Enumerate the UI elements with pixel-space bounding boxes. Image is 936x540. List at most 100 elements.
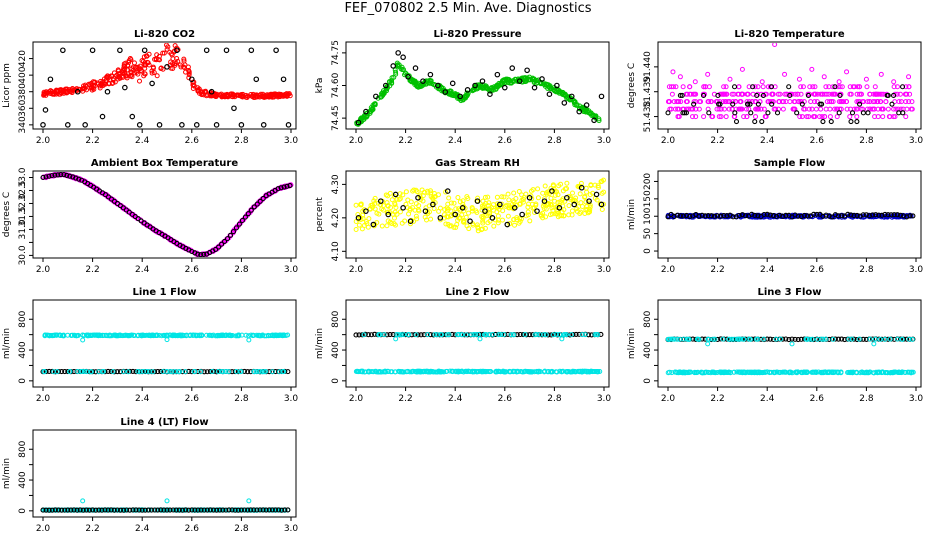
data-point [730, 101, 736, 107]
data-point [195, 507, 201, 513]
data-point [230, 229, 237, 235]
data-point [412, 65, 419, 71]
data-point [536, 368, 542, 374]
y-tick-label: 51.438 [643, 101, 653, 133]
data-point [486, 200, 492, 206]
data-point [549, 211, 555, 217]
data-point [149, 70, 155, 76]
data-point [125, 369, 131, 375]
data-point [238, 507, 244, 513]
data-point [741, 114, 747, 120]
y-tick-label: 400 [18, 66, 28, 83]
x-tick-label: 2.2 [398, 394, 412, 404]
data-point [600, 177, 606, 183]
data-point [182, 369, 188, 375]
data-point [175, 369, 181, 375]
data-point [574, 208, 580, 214]
data-point [511, 205, 518, 211]
data-point [89, 85, 95, 91]
y-tick-label: 32.0 [18, 193, 28, 213]
data-point [765, 110, 771, 116]
data-point [773, 106, 779, 112]
data-point [217, 507, 223, 513]
y-tick-label: 150 [643, 190, 653, 207]
panel-rh: Gas Stream RH percent 2.0 2.2 2.4 2.6 2.8 3.0 4.… [315, 158, 611, 275]
data-point [167, 507, 173, 513]
data-point [49, 507, 55, 513]
data-point [665, 110, 671, 116]
data-point [570, 368, 576, 374]
data-point [854, 99, 860, 105]
data-point [80, 337, 86, 343]
data-point [767, 212, 773, 218]
panel-line3: Line 3 Flow ml/min 2.0 2.2 2.4 2.6 2.8 3.0 0 400 8… [627, 287, 923, 404]
data-point [677, 74, 683, 80]
data-point [74, 88, 81, 95]
data-point [878, 99, 884, 105]
data-point [379, 223, 385, 229]
data-point [455, 368, 461, 374]
data-point [204, 507, 210, 513]
x-tick-label: 2.2 [85, 136, 99, 146]
data-point [830, 336, 836, 342]
data-point [809, 336, 815, 342]
data-point [877, 336, 883, 342]
data-point [369, 202, 375, 208]
panel-line1: Line 1 Flow ml/min 2.0 2.2 2.4 2.6 2.8 3.0 0 400 8… [2, 287, 298, 404]
data-point [729, 106, 735, 112]
data-point [854, 336, 860, 343]
data-point [837, 92, 843, 98]
x-tick-label: 2.4 [448, 265, 463, 275]
data-point [155, 507, 161, 513]
data-point [770, 212, 776, 219]
data-point [239, 217, 245, 224]
data-point [742, 336, 749, 342]
data-point [882, 336, 888, 342]
data-point [828, 118, 834, 125]
data-layer [353, 177, 607, 234]
data-point [590, 369, 596, 375]
data-point [395, 50, 401, 56]
data-point [384, 332, 390, 338]
data-point [513, 195, 519, 201]
y-tick-label: 50 [643, 228, 653, 240]
data-point [161, 507, 167, 513]
data-point [434, 332, 440, 338]
panel-title: Line 4 (LT) Flow [120, 417, 208, 428]
data-point [870, 212, 876, 218]
data-point [104, 88, 111, 95]
data-point [360, 212, 366, 218]
data-point [517, 215, 523, 221]
data-point [414, 84, 420, 90]
data-point [111, 332, 117, 338]
data-point [400, 205, 406, 211]
data-point [732, 110, 738, 116]
data-point [225, 94, 231, 100]
x-tick-label: 2.2 [85, 524, 99, 534]
data-point [446, 332, 452, 338]
data-point [226, 369, 232, 375]
data-point [519, 211, 525, 218]
y-tick-label: 74.45 [331, 105, 341, 131]
data-point [906, 336, 912, 342]
data-point [47, 76, 54, 83]
data-point [501, 84, 508, 91]
data-point [670, 69, 676, 75]
data-point [387, 190, 393, 196]
data-point [770, 336, 776, 343]
x-tick-label: 2.8 [859, 394, 874, 404]
data-point [718, 106, 724, 112]
data-point [804, 369, 810, 375]
data-point [164, 64, 170, 70]
data-point [596, 118, 602, 124]
x-tick-label: 2.0 [661, 265, 676, 275]
data-point [130, 507, 136, 513]
data-point [472, 82, 478, 89]
data-point [811, 91, 817, 97]
data-point [51, 369, 57, 375]
data-point [465, 196, 471, 202]
data-point [355, 212, 361, 218]
y-tick-label: 340 [18, 116, 28, 133]
plot-frame [32, 41, 297, 130]
data-point [822, 369, 828, 375]
